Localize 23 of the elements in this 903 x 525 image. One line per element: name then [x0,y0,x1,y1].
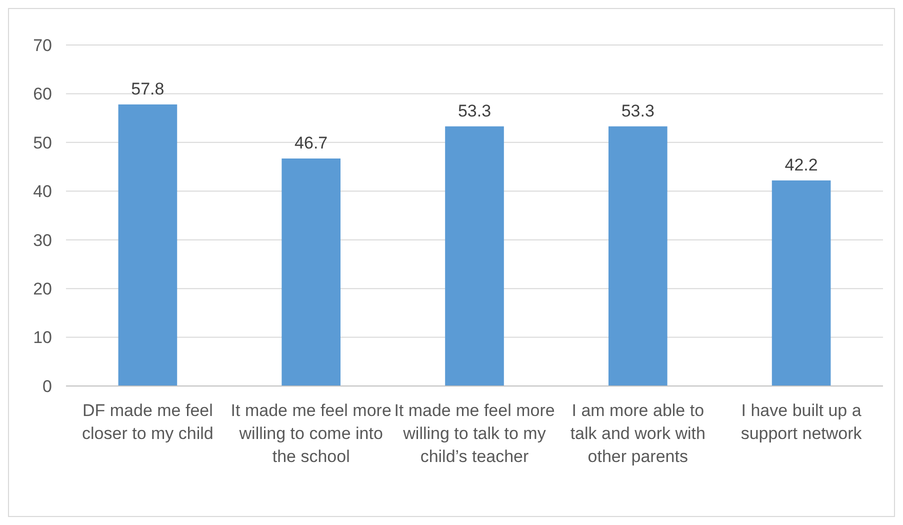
x-tick-label: DF made me feel closer to my child [82,401,214,443]
data-label: 42.2 [784,155,818,174]
y-tick-label: 10 [33,328,52,348]
data-label: 53.3 [458,101,492,120]
bar [608,126,668,386]
data-label: 46.7 [294,134,328,153]
data-label: 57.8 [131,79,164,98]
bar [118,104,178,386]
y-tick-label: 70 [33,36,52,55]
data-label: 53.3 [621,101,654,120]
bar [772,180,831,386]
y-tick-label: 30 [33,230,52,250]
y-tick-label: 20 [33,280,52,299]
bar [445,126,504,386]
y-tick-label: 40 [33,182,52,202]
x-tick-label: I have built up a support network [740,401,862,443]
x-tick-label: It made me feel more willing to talk to my child’s teacher [394,401,555,466]
x-tick-label: I am more able to talk and work with other parents [570,401,706,466]
y-tick-label: 60 [33,84,52,104]
y-tick-label: 0 [42,376,52,396]
x-tick-label: It made me feel more willing to come into the school [230,401,392,466]
y-tick-label: 50 [33,133,52,152]
bar [282,158,341,386]
